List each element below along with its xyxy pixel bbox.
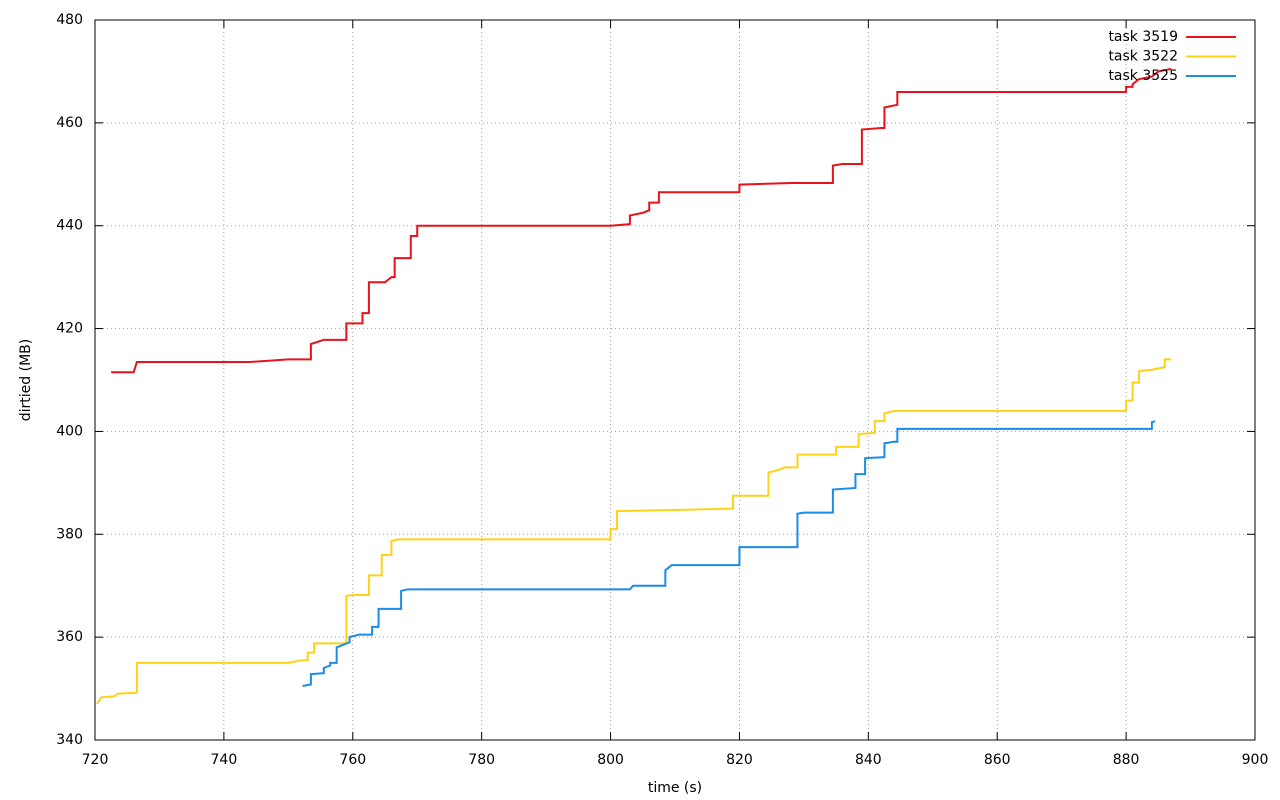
series-line xyxy=(111,67,1172,374)
y-tick-label: 420 xyxy=(56,321,83,337)
x-tick-label: 840 xyxy=(855,752,882,768)
legend-label: task 3522 xyxy=(1108,49,1178,65)
y-tick-label: 360 xyxy=(56,629,83,645)
y-tick-label: 400 xyxy=(56,423,83,439)
x-tick-label: 780 xyxy=(468,752,495,768)
y-tick-label: 460 xyxy=(56,115,83,131)
x-tick-label: 880 xyxy=(1113,752,1140,768)
legend-label: task 3525 xyxy=(1108,68,1178,84)
y-tick-label: 440 xyxy=(56,218,83,234)
x-tick-label: 760 xyxy=(339,752,366,768)
y-tick-label: 480 xyxy=(56,12,83,28)
y-tick-label: 340 xyxy=(56,732,83,748)
series-line xyxy=(302,420,1156,687)
x-tick-label: 720 xyxy=(82,752,109,768)
x-tick-label: 900 xyxy=(1242,752,1269,768)
legend-label: task 3519 xyxy=(1108,29,1178,45)
y-tick-label: 380 xyxy=(56,526,83,542)
x-tick-label: 800 xyxy=(597,752,624,768)
x-tick-label: 740 xyxy=(211,752,238,768)
y-axis-label: dirtied (MB) xyxy=(18,339,34,421)
x-tick-label: 860 xyxy=(984,752,1011,768)
x-tick-label: 820 xyxy=(726,752,753,768)
x-axis-label: time (s) xyxy=(648,780,702,796)
plot-border xyxy=(94,19,1256,741)
series-line xyxy=(96,358,1172,705)
